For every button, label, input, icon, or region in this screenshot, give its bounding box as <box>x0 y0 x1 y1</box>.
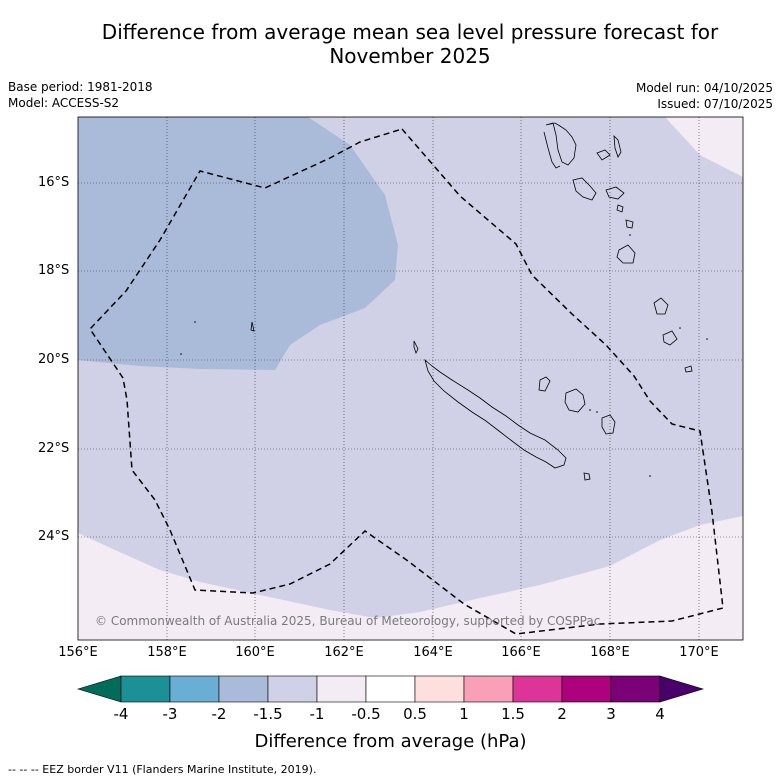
lon-label-160e: 160°E <box>235 645 275 660</box>
issued-date: Issued: 07/10/2025 <box>657 97 773 111</box>
island-mare <box>601 414 616 435</box>
map-field <box>78 117 743 640</box>
colorbar-over-arrow <box>659 675 705 703</box>
island-isle-of-pines <box>583 472 591 481</box>
colorbar-segment <box>610 675 661 703</box>
lat-label-20s: 20°S <box>38 352 70 367</box>
colorbar-tick: 0.5 <box>403 705 427 723</box>
island-belep <box>413 340 419 355</box>
colorbar-tick: -1 <box>309 705 325 723</box>
model-run: Model run: 04/10/2025 <box>635 81 773 95</box>
colorbar-segments <box>120 675 661 703</box>
graticule <box>78 117 743 640</box>
island-grande-terre <box>424 358 567 469</box>
eez-border <box>89 128 724 635</box>
meta-left: Base period: 1981-2018 Model: ACCESS-S2 <box>8 79 153 111</box>
island-efate <box>616 244 636 264</box>
lon-label-166e: 166°E <box>501 645 541 660</box>
island-erromango <box>653 297 669 315</box>
lon-label-168e: 168°E <box>590 645 630 660</box>
island-small-1 <box>625 219 634 229</box>
lat-label-16s: 16°S <box>38 175 70 190</box>
lon-label-170e: 170°E <box>679 645 719 660</box>
eez-legend-note: -- -- -- EEZ border V11 (Flanders Marine… <box>8 763 317 776</box>
lat-label-22s: 22°S <box>38 441 70 456</box>
island-pentecost <box>613 134 622 158</box>
meta-right: Model run: 04/10/2025 Issued: 07/10/2025 <box>636 80 773 112</box>
coastlines <box>250 122 693 481</box>
band-minus1-north <box>665 117 743 177</box>
model-name: Model: ACCESS-S2 <box>8 96 120 110</box>
island-ouvea <box>538 376 551 392</box>
lon-label-164e: 164°E <box>413 645 453 660</box>
lat-label-18s: 18°S <box>38 263 70 278</box>
colorbar-segment <box>316 675 367 703</box>
lon-label-158e: 158°E <box>147 645 187 660</box>
island-malakula <box>572 177 597 201</box>
lat-label-24s: 24°S <box>38 529 70 544</box>
colorbar-tick: 4 <box>655 705 665 723</box>
title-line-2: November 2025 <box>329 44 491 68</box>
island-ambae <box>596 149 611 161</box>
island-aneityum <box>684 365 693 373</box>
island-epi <box>605 186 625 200</box>
chart-title: Difference from average mean sea level p… <box>40 20 780 68</box>
colorbar-tick: 3 <box>606 705 616 723</box>
colorbar-segment <box>365 675 416 703</box>
colorbar-tick: -4 <box>113 705 129 723</box>
colorbar-tick: -1.5 <box>253 705 283 723</box>
colorbar-segment <box>512 675 563 703</box>
island-espiritu-santo <box>543 122 577 169</box>
colorbar-tick: 1.5 <box>501 705 525 723</box>
colorbar-segment <box>463 675 514 703</box>
colorbar-tick: -0.5 <box>351 705 381 723</box>
colorbar-tick: -2 <box>211 705 227 723</box>
colorbar-segment <box>267 675 318 703</box>
colorbar-under-arrow <box>76 675 122 703</box>
band-minus1-south <box>78 516 743 640</box>
base-period: Base period: 1981-2018 <box>8 80 153 94</box>
colorbar-tick: 1 <box>459 705 469 723</box>
lon-label-162e: 162°E <box>324 645 364 660</box>
colorbar-segment <box>561 675 612 703</box>
colorbar-segment <box>414 675 465 703</box>
island-chesterfield <box>250 321 255 332</box>
islets <box>180 234 708 477</box>
colorbar-label: Difference from average (hPa) <box>254 731 527 752</box>
band-minus2 <box>78 117 398 370</box>
colorbar-segment <box>169 675 220 703</box>
copyright-notice: © Commonwealth of Australia 2025, Bureau… <box>95 614 601 628</box>
island-lifou <box>564 388 586 413</box>
lon-label-156e: 156°E <box>58 645 98 660</box>
title-line-1: Difference from average mean sea level p… <box>101 20 719 44</box>
colorbar-tick: 2 <box>557 705 567 723</box>
map-frame <box>77 116 744 641</box>
island-shepherds <box>616 204 624 213</box>
colorbar-tick: -3 <box>162 705 178 723</box>
island-tanna <box>662 330 678 346</box>
colorbar-segment <box>218 675 269 703</box>
colorbar-segment <box>120 675 171 703</box>
